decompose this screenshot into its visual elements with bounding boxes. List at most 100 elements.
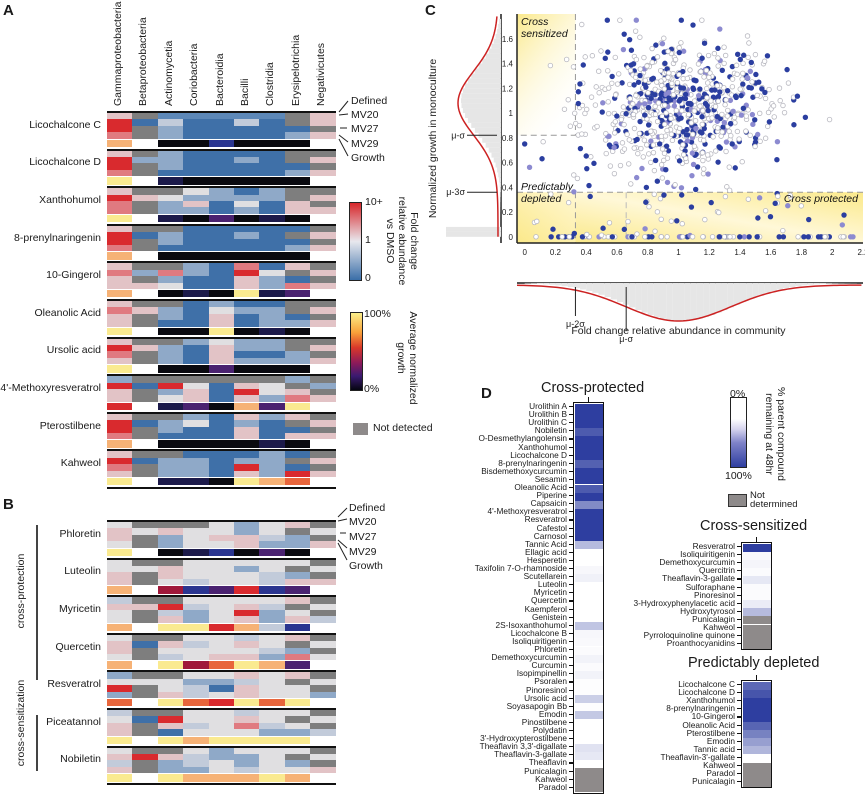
data-point: [677, 99, 682, 104]
growth-cell: [234, 290, 259, 297]
data-point: [707, 75, 712, 80]
label-tick: [569, 560, 573, 561]
compound-cell: [743, 544, 771, 552]
growth-cell: [183, 699, 208, 706]
growth-cell: [183, 661, 208, 668]
data-point: [638, 35, 643, 40]
d-legend-colorbar: [730, 397, 747, 468]
d-legend-title: % parent compound remaining at 48hr: [763, 384, 787, 484]
heatmap-cell: [183, 320, 208, 326]
data-point: [701, 235, 706, 240]
data-point: [649, 96, 654, 101]
heatmap-cell: [183, 471, 208, 477]
data-point: [588, 194, 593, 199]
growth-cell: [107, 252, 132, 259]
growth-cell: [310, 699, 335, 706]
data-point: [639, 146, 644, 151]
data-point: [745, 34, 750, 39]
data-point: [683, 92, 688, 97]
label-tick: [737, 635, 741, 636]
region-label: depleted: [521, 193, 562, 205]
data-point: [704, 68, 709, 73]
group-label-cross-protection: cross-protection: [15, 536, 27, 646]
data-point: [740, 71, 745, 76]
heatmap-cell: [107, 170, 132, 176]
data-point: [768, 214, 773, 219]
data-point: [635, 151, 640, 156]
x-axis-title: Fold change relative abundance in commun…: [571, 325, 786, 337]
compound-cell: [575, 412, 603, 420]
heatmap-cell: [310, 358, 335, 364]
heatmap-cell: [234, 170, 259, 176]
heatmap-cell: [209, 320, 234, 326]
data-point: [572, 111, 577, 116]
heatmap-cell: [158, 433, 183, 439]
data-point: [658, 68, 663, 73]
data-point: [667, 71, 672, 76]
group-bracket-cross-sensitization: [36, 715, 38, 771]
growth-cell: [285, 586, 310, 593]
x-histogram-bar: [697, 283, 703, 319]
heatmap-cell: [209, 207, 234, 213]
data-point: [564, 57, 569, 62]
growth-cell: [158, 586, 183, 593]
heatmap-cell: [310, 320, 335, 326]
y-histogram-bar: [482, 59, 501, 64]
x-histogram-bar: [568, 283, 574, 287]
data-point: [690, 173, 695, 178]
data-point: [634, 175, 639, 180]
row-key-b-growth: Growth: [349, 560, 383, 572]
growth-cell: [285, 140, 310, 147]
x-tick-label: 0.2: [550, 248, 562, 257]
data-point: [762, 59, 767, 64]
data-point: [590, 53, 595, 58]
label-tick: [569, 584, 573, 585]
y-tick-label: 0.6: [502, 159, 514, 168]
data-point: [732, 115, 737, 120]
growth-cell: [259, 365, 284, 372]
data-point: [675, 80, 680, 85]
data-point: [660, 114, 665, 119]
data-point: [744, 114, 749, 119]
heatmap-cell: [259, 541, 284, 547]
compound-cell: [743, 714, 771, 722]
x-histogram-bar: [617, 283, 623, 302]
growth-cell: [132, 586, 157, 593]
compound-cell: [743, 722, 771, 730]
heatmap-cell: [310, 654, 335, 660]
data-point: [716, 46, 721, 51]
growth-cell: [209, 140, 234, 147]
data-point: [786, 81, 791, 86]
data-point: [701, 109, 706, 114]
heatmap-cell: [132, 471, 157, 477]
heatmap-cell: [234, 471, 259, 477]
data-point: [660, 41, 665, 46]
data-point: [733, 94, 738, 99]
heatmap-cell: [310, 541, 335, 547]
label-tick: [569, 633, 573, 634]
y-histogram-bar: [500, 187, 501, 192]
growth-cell: [183, 624, 208, 631]
label-tick: [737, 627, 741, 628]
compound-cell: [743, 608, 771, 616]
compound-cell: [743, 592, 771, 600]
compound-cell: [743, 763, 771, 771]
growth-cell: [132, 177, 157, 184]
heatmap-cell: [183, 729, 208, 735]
data-point: [723, 194, 728, 199]
group-label-cross-sensitization: cross-sensitization: [15, 668, 27, 778]
data-point: [689, 205, 694, 210]
heatmap-cell: [234, 692, 259, 698]
d-legend-bottom-label: 100%: [725, 470, 752, 482]
compound-label: 4'-Methoxyresveratrol: [0, 382, 101, 394]
not-determined-label: Not determined: [750, 491, 810, 509]
compound-cell: [575, 476, 603, 484]
data-point: [653, 92, 658, 97]
data-point: [715, 126, 720, 131]
growth-cell: [310, 624, 335, 631]
label-tick: [737, 562, 741, 563]
growth-cell: [209, 365, 234, 372]
heatmap-cell: [107, 471, 132, 477]
x-histogram-bar: [672, 283, 678, 321]
data-point: [688, 68, 693, 73]
